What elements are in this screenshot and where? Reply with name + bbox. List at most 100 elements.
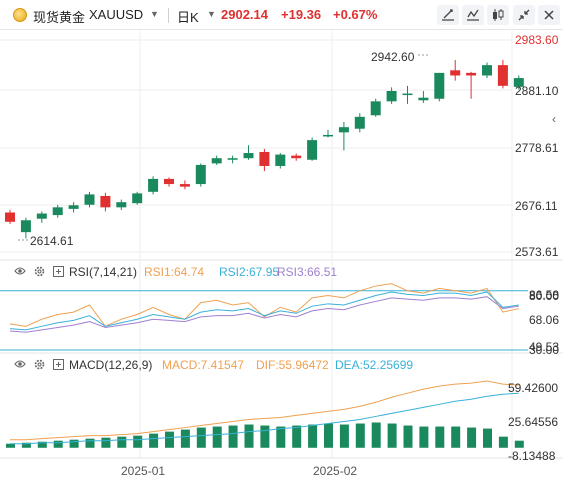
- price-change-percent: +0.67%: [333, 7, 378, 22]
- candle-body: [338, 127, 349, 133]
- indicator-settings-icon[interactable]: [53, 266, 64, 277]
- x-axis-label: 2025-02: [313, 464, 358, 478]
- candle-body: [307, 140, 318, 160]
- macd-histogram-bar: [324, 423, 333, 448]
- candle-body: [52, 207, 63, 216]
- indicator-settings-icon[interactable]: [53, 359, 64, 370]
- eye-icon[interactable]: [14, 266, 26, 276]
- macd-histogram-bar: [451, 426, 461, 448]
- macd-histogram-bar: [53, 440, 63, 448]
- eye-icon[interactable]: [14, 359, 26, 369]
- candle-body: [450, 70, 461, 76]
- x-axis-label: 2025-01: [121, 464, 166, 478]
- rsi2-value: RSI2:67.95: [219, 265, 280, 279]
- candle-body: [482, 65, 492, 76]
- candle-body: [418, 97, 429, 101]
- period-dropdown-icon[interactable]: ▼: [207, 9, 216, 19]
- macd-histogram-bar: [260, 425, 270, 448]
- macd-histogram-bar: [403, 425, 413, 448]
- candle-body: [291, 155, 302, 159]
- price-axis-label: 2676.11: [515, 199, 558, 213]
- candle-body: [5, 212, 15, 222]
- candle-body: [434, 72, 445, 99]
- period-selector[interactable]: 日K: [177, 10, 199, 25]
- settings-icon: [544, 10, 554, 20]
- candle-body: [211, 158, 222, 164]
- collapse-button[interactable]: [513, 5, 535, 25]
- chevron-left-icon[interactable]: ‹: [552, 112, 556, 126]
- candle-body: [148, 178, 159, 192]
- candle-body: [179, 184, 190, 187]
- rsi-axis-label: 30.00: [529, 343, 560, 357]
- macd-histogram-bar: [101, 437, 111, 448]
- price-axis-label-top: 2983.60: [515, 33, 559, 47]
- macd-histogram-bar: [498, 436, 508, 448]
- candle-body: [195, 164, 206, 185]
- macd-histogram-bar: [483, 428, 492, 448]
- last-price: 2902.14: [221, 7, 268, 22]
- candle-body: [68, 205, 79, 209]
- macd-histogram-bar: [387, 423, 397, 448]
- symbol-dropdown-icon[interactable]: ▼: [150, 9, 159, 19]
- candle-body: [275, 154, 286, 166]
- line-drawing-button[interactable]: [437, 5, 459, 25]
- macd-histogram-bar: [419, 426, 429, 448]
- candle-body: [513, 78, 524, 87]
- candle-body: [466, 72, 477, 76]
- settings-button[interactable]: [538, 5, 560, 25]
- dea-value: DEA:52.25699: [335, 358, 414, 372]
- indicator-icon: [467, 9, 479, 21]
- macd-title: MACD(12,26,9): [69, 358, 153, 372]
- macd-histogram-bar: [21, 442, 31, 448]
- rsi-axis-label: 68.06: [529, 313, 560, 327]
- candle-body: [20, 220, 31, 233]
- rsi-axis-label: 80.00: [529, 289, 560, 303]
- macd-histogram-bar: [514, 440, 524, 448]
- candle-body: [243, 153, 254, 159]
- macd-histogram-bar: [467, 427, 477, 448]
- macd-histogram-bar: [435, 426, 445, 448]
- candle-body: [164, 178, 174, 185]
- indicator-button[interactable]: [462, 5, 484, 25]
- gear-icon[interactable]: [34, 266, 45, 277]
- candle-body: [132, 193, 143, 204]
- macd-histogram-bar: [165, 431, 174, 448]
- candle-body: [100, 195, 111, 208]
- instrument-symbol[interactable]: XAUUSD: [89, 7, 144, 22]
- candle-style-button[interactable]: [487, 5, 509, 25]
- candle-body: [323, 134, 333, 137]
- rsi-series-line: [9, 296, 519, 333]
- macd-histogram-bar: [371, 422, 381, 448]
- candle-body: [497, 65, 508, 86]
- macd-histogram-bar: [133, 435, 143, 448]
- price-axis-label: 2778.61: [515, 141, 559, 155]
- gear-icon[interactable]: [34, 359, 45, 370]
- macd-histogram-bar: [117, 436, 127, 448]
- macd-value: MACD:7.41547: [162, 358, 245, 372]
- instrument-name[interactable]: 现货黄金: [33, 10, 86, 25]
- price-axis-label: 2573.61: [515, 245, 559, 259]
- macd-axis-label: -8.13488: [508, 449, 556, 463]
- candle-body: [386, 90, 397, 102]
- candle-body: [227, 158, 238, 160]
- macd-histogram-bar: [244, 424, 254, 448]
- macd-histogram-bar: [339, 424, 349, 448]
- macd-histogram-bar: [292, 425, 302, 448]
- candle-body: [36, 213, 47, 219]
- price-axis-label: 2881.10: [515, 84, 559, 98]
- candle-body: [259, 152, 270, 166]
- candle-style-icon: [493, 9, 504, 21]
- collapse-icon: [518, 9, 530, 21]
- macd-series-line: [10, 380, 519, 441]
- candle-body: [116, 202, 127, 208]
- macd-histogram-bar: [228, 425, 238, 448]
- macd-histogram-bar: [212, 426, 222, 448]
- rsi1-value: RSI1:64.74: [144, 265, 205, 279]
- rsi-series-line: [9, 291, 519, 331]
- macd-histogram-bar: [276, 426, 286, 448]
- high-price-label: 2942.60: [371, 50, 415, 64]
- gold-coin-icon: [13, 8, 27, 22]
- chart-header: 现货黄金 XAUUSD ▼ 日K ▼ 2902.14 +19.36 +0.67%: [0, 0, 563, 30]
- macd-histogram-bar: [69, 439, 79, 448]
